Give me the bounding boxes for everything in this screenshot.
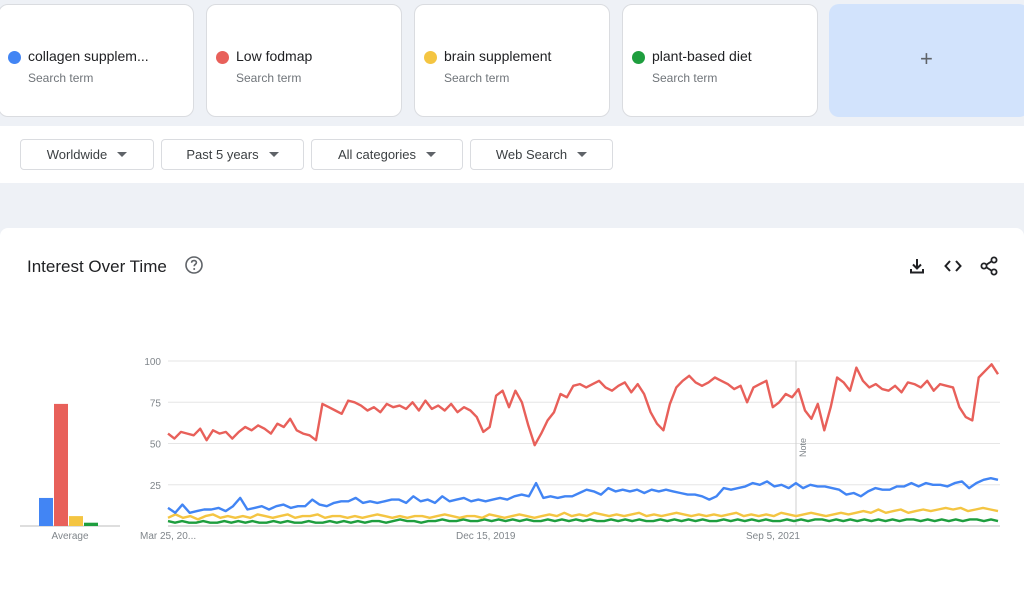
term-card-low-fodmap[interactable]: Low fodmap Search term xyxy=(206,4,402,117)
term-card-brain-supplement[interactable]: brain supplement Search term xyxy=(414,4,610,117)
search-terms-bar: collagen supplem... Search term Low fodm… xyxy=(0,0,1024,122)
term-type-label: Search term xyxy=(652,71,718,85)
term-card-plant-based-diet[interactable]: plant-based diet Search term xyxy=(622,4,818,117)
term-card-collagen[interactable]: collagen supplem... Search term xyxy=(0,4,194,117)
caret-down-icon xyxy=(117,152,128,157)
y-tick-label: 50 xyxy=(150,440,162,451)
term-name: brain supplement xyxy=(444,48,552,64)
time-range-label: Past 5 years xyxy=(186,147,259,162)
caret-down-icon xyxy=(426,152,437,157)
search-type-dropdown[interactable]: Web Search xyxy=(470,139,613,170)
term-type-label: Search term xyxy=(28,71,94,85)
term-type-label: Search term xyxy=(444,71,510,85)
series-color-dot xyxy=(216,51,229,64)
x-tick-label: Mar 25, 20... xyxy=(140,531,196,542)
embed-icon[interactable] xyxy=(942,255,964,277)
series-color-dot xyxy=(632,51,645,64)
category-label: All categories xyxy=(337,147,417,162)
note-label: Note xyxy=(798,438,808,457)
caret-down-icon xyxy=(577,152,588,157)
caret-down-icon xyxy=(268,152,279,157)
y-tick-label: 75 xyxy=(150,398,162,409)
download-icon[interactable] xyxy=(906,255,928,277)
y-tick-label: 25 xyxy=(150,481,162,492)
y-tick-label: 100 xyxy=(144,357,161,368)
average-bar xyxy=(84,522,98,526)
region-dropdown[interactable]: Worldwide xyxy=(20,139,154,170)
series-line-collagen xyxy=(167,476,999,514)
plus-icon: + xyxy=(920,46,933,71)
average-label: Average xyxy=(51,531,89,542)
term-name: plant-based diet xyxy=(652,48,752,64)
panel-title: Interest Over Time xyxy=(27,257,167,276)
series-line-plant xyxy=(167,518,999,524)
help-icon[interactable] xyxy=(184,255,204,275)
add-comparison-button[interactable]: + xyxy=(829,4,1024,117)
interest-over-time-panel: Interest Over Time 25 50 75 100 Mar 25, 20..… xyxy=(0,228,1024,608)
term-name: Low fodmap xyxy=(236,48,313,64)
average-bar xyxy=(69,516,83,526)
term-type-label: Search term xyxy=(236,71,302,85)
x-tick-label: Dec 15, 2019 xyxy=(456,531,516,542)
series-color-dot xyxy=(8,51,21,64)
region-label: Worldwide xyxy=(46,147,108,162)
series-color-dot xyxy=(424,51,437,64)
time-range-dropdown[interactable]: Past 5 years xyxy=(161,139,304,170)
series-line-lowfodmap xyxy=(167,363,1000,447)
x-tick-label: Sep 5, 2021 xyxy=(746,531,800,542)
search-type-label: Web Search xyxy=(495,147,568,162)
filter-bar: Worldwide Past 5 years All categories We… xyxy=(0,126,1024,183)
average-bar xyxy=(39,497,53,526)
share-icon[interactable] xyxy=(978,255,1000,277)
average-bar xyxy=(54,403,68,526)
interest-over-time-chart: 25 50 75 100 Mar 25, 20... Dec 15, 2019 Sep 5,… xyxy=(20,357,1000,542)
term-name: collagen supplem... xyxy=(28,48,149,64)
category-dropdown[interactable]: All categories xyxy=(311,139,463,170)
series-line-brain xyxy=(167,506,999,521)
